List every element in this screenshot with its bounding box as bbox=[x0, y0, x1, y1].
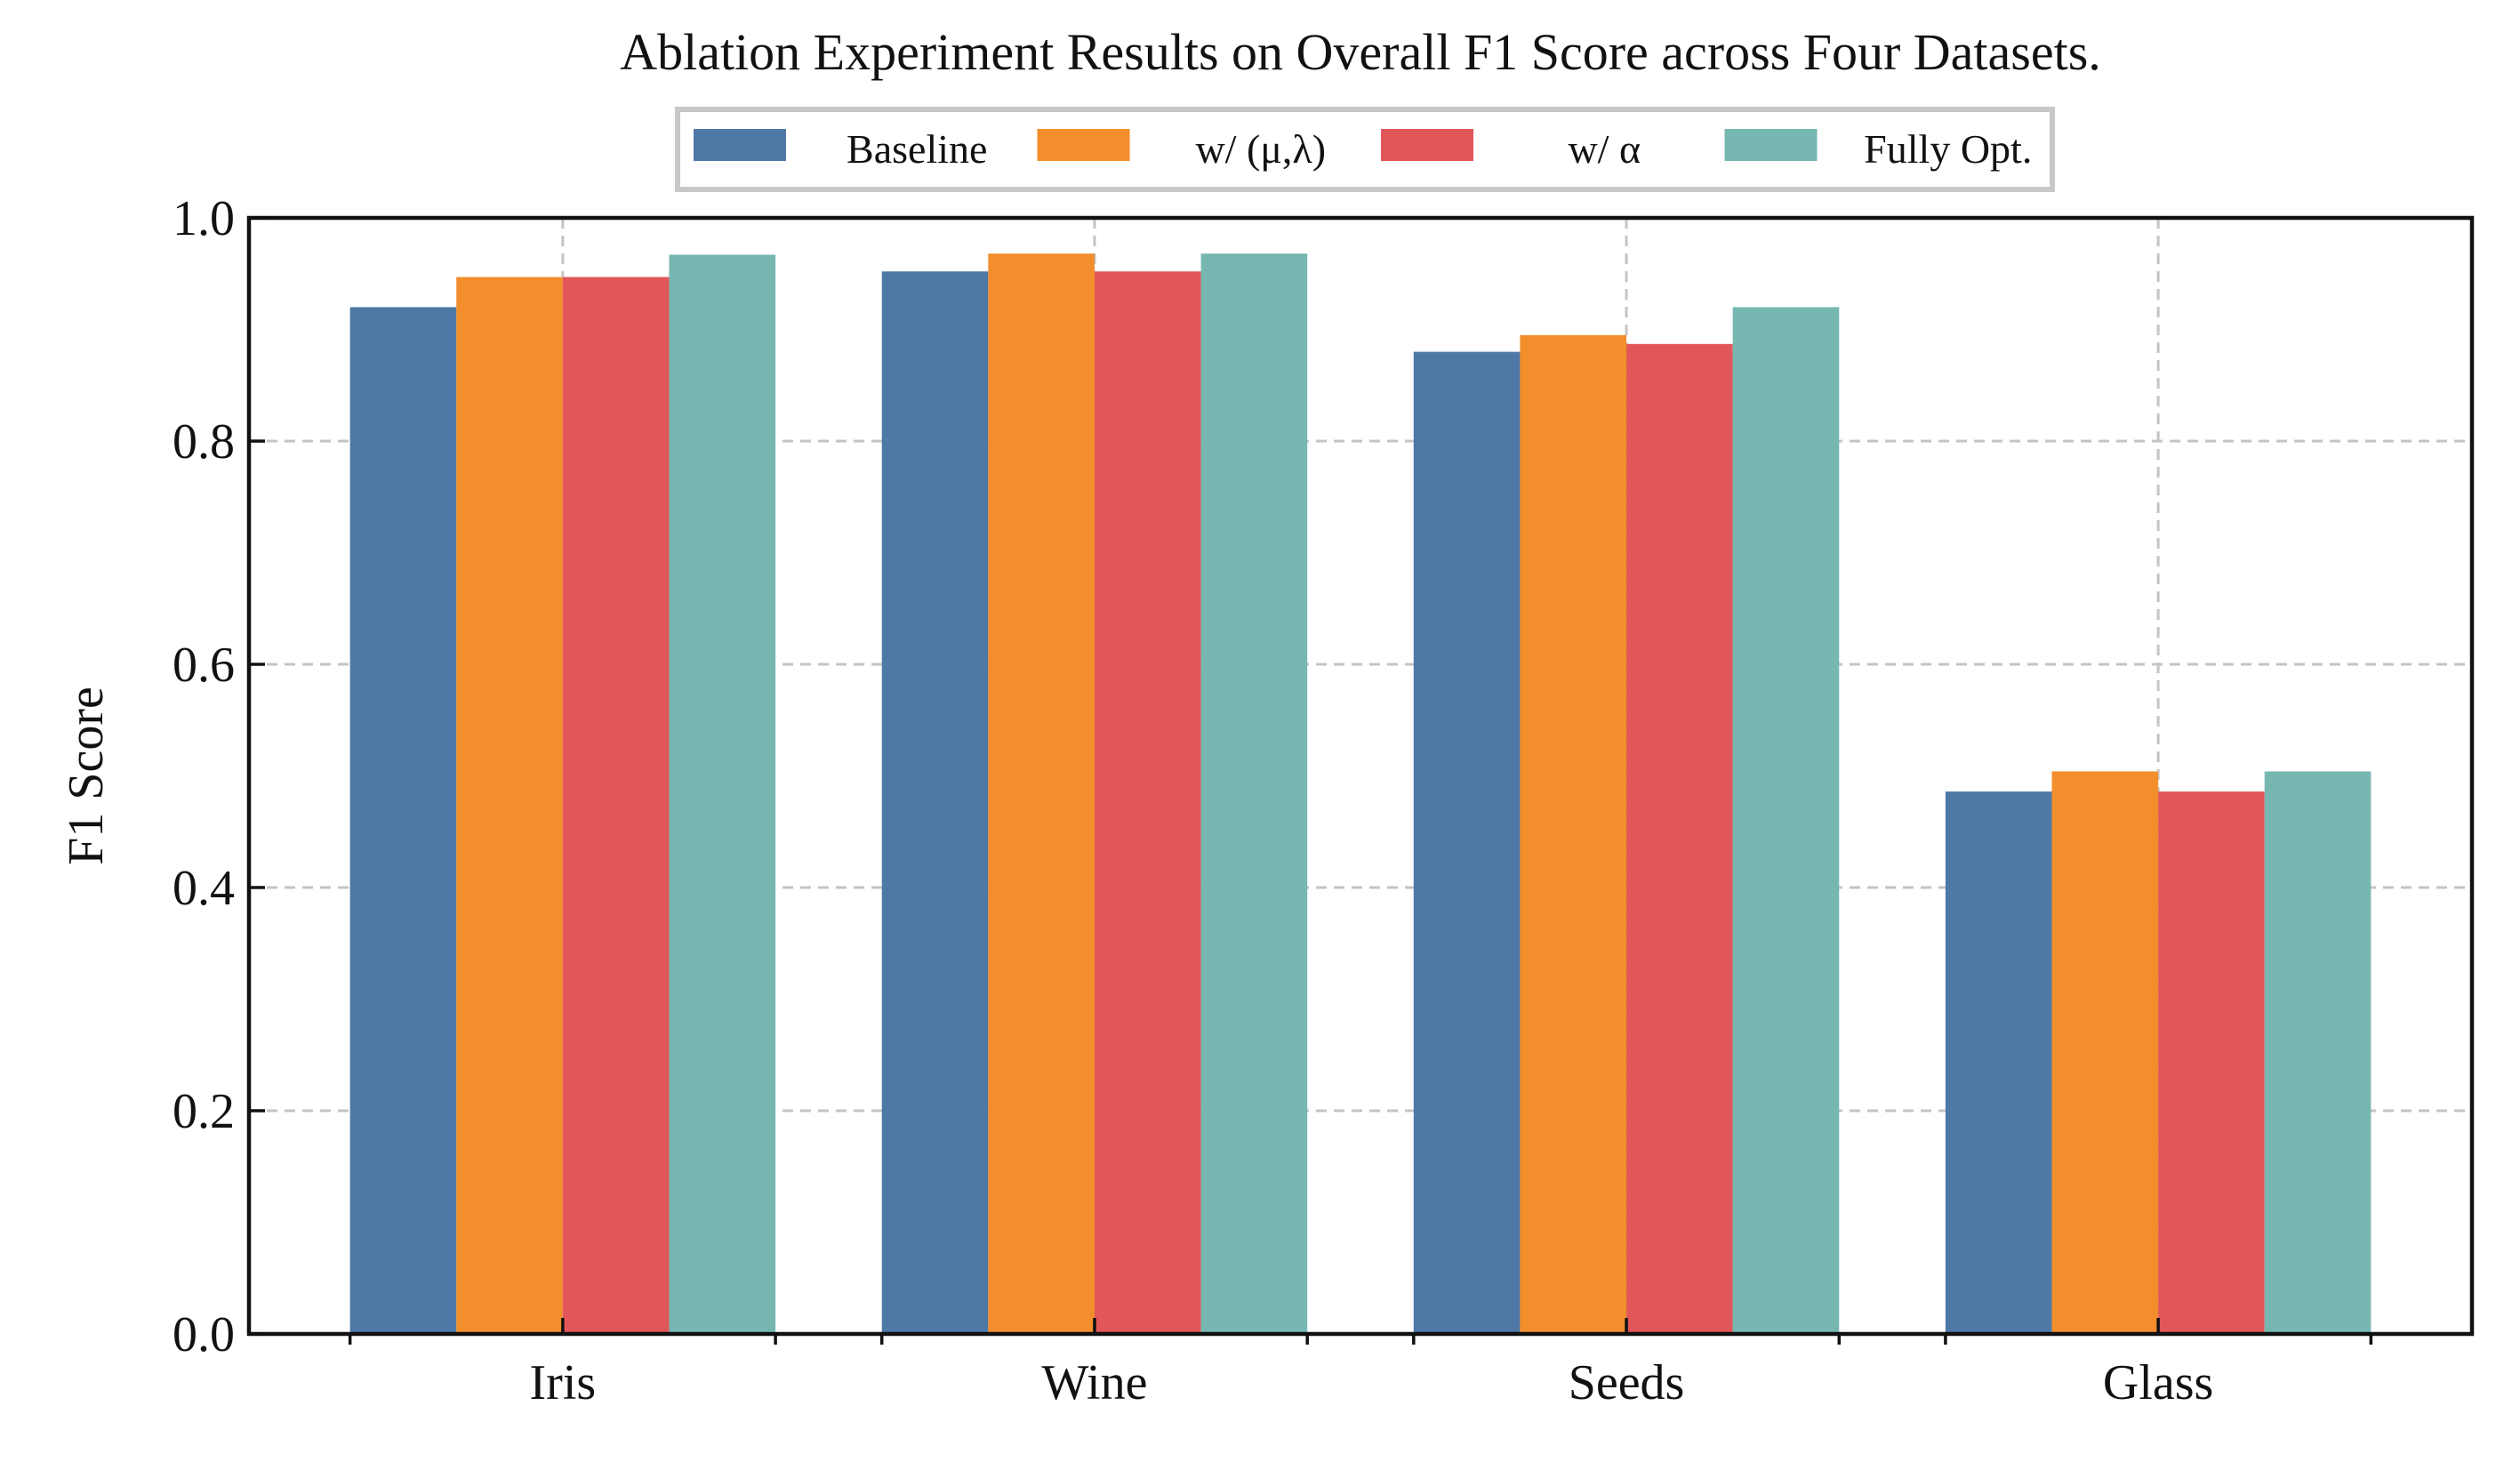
legend-swatch bbox=[694, 129, 786, 161]
y-tick-label: 0.4 bbox=[173, 861, 235, 916]
bar-glass-series-2 bbox=[2051, 771, 2159, 1334]
chart-title: Ablation Experiment Results on Overall F… bbox=[620, 23, 2101, 81]
bar-seeds-series-3 bbox=[1626, 343, 1733, 1335]
x-tick-label: Wine bbox=[1041, 1355, 1147, 1410]
legend-swatch bbox=[1381, 129, 1473, 161]
y-tick-label: 0.0 bbox=[173, 1307, 235, 1362]
bar-seeds-series-2 bbox=[1520, 334, 1627, 1334]
bar-wine-series-4 bbox=[1200, 253, 1308, 1334]
bar-glass-series-1 bbox=[1945, 791, 2052, 1334]
y-axis-label: F1 Score bbox=[59, 687, 114, 865]
bar-iris-series-3 bbox=[562, 277, 670, 1334]
legend-swatch bbox=[1037, 129, 1130, 161]
legend-box bbox=[675, 107, 2055, 192]
x-tick-label: Glass bbox=[2103, 1355, 2213, 1410]
bar-glass-series-3 bbox=[2158, 791, 2265, 1334]
bar-iris-series-4 bbox=[669, 254, 776, 1334]
legend-swatch bbox=[1724, 129, 1818, 161]
bar-wine-series-2 bbox=[988, 253, 1095, 1334]
y-axis-tick-labels: 0.0 0.2 0.4 0.6 0.8 1.0 bbox=[173, 191, 235, 1362]
axis-ticks bbox=[249, 216, 2373, 1345]
y-tick-label: 0.2 bbox=[173, 1084, 235, 1139]
legend-label: w/ α bbox=[1568, 126, 1641, 172]
y-tick-label: 0.8 bbox=[173, 414, 235, 470]
plot-frame bbox=[246, 215, 2475, 1337]
legend: Baseline w/ (μ,λ) w/ α Fully Opt. bbox=[675, 107, 2055, 192]
legend-label: Fully Opt. bbox=[1864, 126, 2032, 172]
bar-glass-series-4 bbox=[2264, 771, 2372, 1334]
y-tick-label: 1.0 bbox=[173, 191, 235, 246]
bar-iris-series-1 bbox=[349, 307, 457, 1334]
legend-label: Baseline bbox=[847, 126, 987, 172]
x-tick-label: Seeds bbox=[1569, 1355, 1685, 1410]
x-axis-tick-labels: Iris Wine Seeds Glass bbox=[530, 1355, 2214, 1410]
legend-label: w/ (μ,λ) bbox=[1195, 126, 1326, 172]
bar-seeds-series-4 bbox=[1732, 307, 1840, 1334]
bars bbox=[349, 253, 2372, 1335]
y-tick-label: 0.6 bbox=[173, 638, 235, 693]
bar-wine-series-1 bbox=[881, 271, 989, 1334]
bar-seeds-series-1 bbox=[1413, 351, 1521, 1335]
bar-iris-series-2 bbox=[456, 277, 563, 1334]
bar-wine-series-3 bbox=[1094, 271, 1201, 1334]
x-tick-label: Iris bbox=[530, 1355, 597, 1410]
